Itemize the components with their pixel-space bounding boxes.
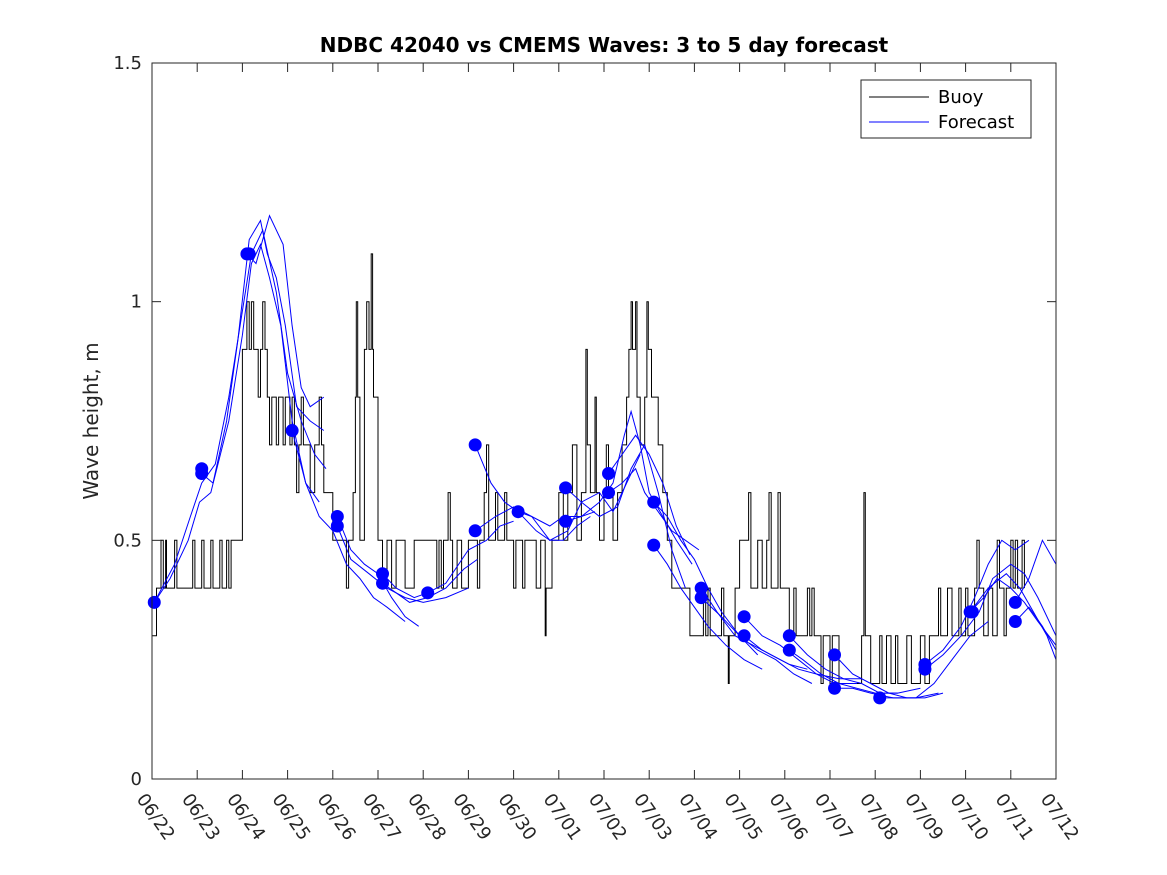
forecast-line	[834, 654, 944, 699]
y-axis: 0 0.5 1 1.5	[113, 53, 1056, 790]
forecast-start-marker	[647, 538, 661, 552]
forecast-start-marker	[285, 424, 299, 438]
forecast-start-marker	[782, 629, 796, 643]
forecast-start-marker	[376, 576, 390, 590]
y-axis-label: Wave height, m	[79, 342, 103, 499]
x-tick-label: 07/11	[991, 790, 1038, 845]
forecast-line	[924, 563, 1056, 670]
x-tick-label: 07/12	[1036, 790, 1083, 845]
x-tick-label: 07/04	[674, 790, 721, 845]
x-tick-label: 06/26	[313, 790, 360, 845]
forecast-line	[700, 597, 813, 684]
buoy-series	[152, 253, 1025, 684]
forecast-line	[474, 506, 596, 532]
y-tick-label: 1	[131, 292, 142, 313]
x-tick-label: 07/06	[765, 790, 812, 845]
forecast-start-marker	[468, 438, 482, 452]
forecast-series	[153, 214, 1056, 699]
forecast-start-marker	[918, 662, 932, 676]
chart-title: NDBC 42040 vs CMEMS Waves: 3 to 5 day fo…	[320, 33, 889, 57]
buoy-line	[152, 253, 1025, 684]
forecast-line	[789, 649, 921, 694]
x-tick-label: 06/28	[403, 790, 450, 845]
x-tick-label: 07/09	[900, 790, 947, 845]
forecast-start-marker	[647, 495, 661, 509]
forecast-start-marker	[694, 581, 708, 595]
x-tick-label: 06/30	[494, 790, 541, 845]
forecast-start-markers	[147, 247, 1022, 705]
forecast-line	[201, 219, 325, 485]
y-tick-label: 0.5	[113, 530, 142, 551]
forecast-start-marker	[559, 481, 573, 495]
forecast-start-marker	[330, 519, 344, 533]
y-tick-label: 1.5	[113, 53, 142, 74]
x-tick-label: 06/23	[177, 790, 224, 845]
x-tick-label: 07/05	[720, 790, 767, 845]
forecast-line	[879, 621, 989, 699]
forecast-start-marker	[1008, 595, 1022, 609]
forecast-start-marker	[602, 467, 616, 481]
forecast-start-marker	[195, 467, 209, 481]
forecast-line	[743, 635, 862, 680]
forecast-start-marker	[782, 643, 796, 657]
forecast-line	[969, 573, 1056, 660]
forecast-line	[565, 443, 686, 589]
legend-box	[860, 79, 1032, 139]
legend: Buoy Forecast	[860, 79, 1032, 139]
x-tick-label: 07/10	[946, 790, 993, 845]
forecast-start-marker	[737, 610, 751, 624]
forecast-line	[153, 242, 320, 603]
forecast-start-marker	[511, 505, 525, 519]
forecast-line	[336, 525, 469, 603]
x-tick-label: 06/24	[222, 790, 269, 845]
forecast-start-marker	[147, 595, 161, 609]
x-axis: 06/2206/2306/2406/2506/2606/2706/2806/29…	[132, 63, 1083, 844]
forecast-line	[153, 228, 327, 603]
forecast-start-marker	[376, 567, 390, 581]
legend-forecast-label: Forecast	[938, 112, 1014, 133]
x-tick-label: 07/01	[539, 790, 586, 845]
x-tick-label: 07/02	[584, 790, 631, 845]
forecast-line	[382, 520, 514, 599]
forecast-line	[1014, 539, 1056, 603]
x-tick-label: 06/29	[448, 790, 495, 845]
forecast-line	[653, 501, 759, 656]
forecast-line	[1014, 606, 1056, 651]
forecast-line	[608, 434, 691, 555]
forecast-line	[291, 430, 406, 622]
legend-buoy-label: Buoy	[938, 87, 984, 108]
x-tick-label: 07/03	[629, 790, 676, 845]
forecast-line	[565, 409, 693, 565]
forecast-start-marker	[873, 691, 887, 705]
forecast-start-marker	[421, 586, 435, 600]
forecast-line	[474, 444, 591, 541]
forecast-start-marker	[242, 247, 256, 261]
forecast-line	[743, 616, 858, 684]
forecast-line	[246, 214, 325, 408]
forecast-start-marker	[828, 681, 842, 695]
y-tick-label: 0	[131, 769, 142, 790]
forecast-start-marker	[1008, 614, 1022, 628]
forecast-start-marker	[737, 629, 751, 643]
x-tick-label: 06/22	[132, 790, 179, 845]
forecast-start-marker	[828, 648, 842, 662]
x-tick-label: 06/27	[358, 790, 405, 845]
forecast-line	[653, 544, 763, 670]
x-tick-label: 07/08	[855, 790, 902, 845]
forecast-start-marker	[330, 509, 344, 523]
forecast-line	[924, 539, 1030, 665]
forecast-start-marker	[468, 524, 482, 538]
forecast-line	[969, 577, 1056, 646]
forecast-start-marker	[559, 514, 573, 528]
x-tick-label: 07/07	[810, 790, 857, 845]
forecast-start-marker	[602, 486, 616, 500]
forecast-line	[700, 587, 808, 670]
forecast-start-marker	[965, 605, 979, 619]
x-tick-label: 06/25	[268, 790, 315, 845]
forecast-start-marker	[694, 591, 708, 605]
